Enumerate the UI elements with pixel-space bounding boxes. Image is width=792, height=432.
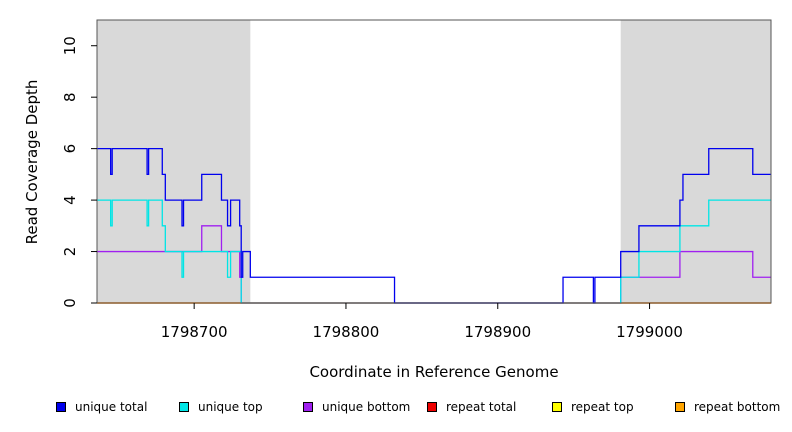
legend-item-repeat-total: repeat total (427, 400, 516, 414)
legend-label-repeat-total: repeat total (446, 400, 517, 414)
y-tick-label: 10 (61, 36, 79, 55)
legend-item-repeat-top: repeat top (552, 400, 634, 414)
y-tick-label: 8 (61, 92, 79, 102)
legend-swatch-repeat-total (427, 402, 437, 412)
x-tick-label: 1798800 (313, 323, 380, 341)
plot-frame (96, 19, 772, 304)
legend-label-repeat-bottom: repeat bottom (694, 400, 781, 414)
legend-label-unique-total: unique total (75, 400, 148, 414)
legend-label-unique-bottom: unique bottom (322, 400, 411, 414)
legend-swatch-repeat-top (552, 402, 562, 412)
series-line-unique-top (97, 199, 771, 304)
coverage-chart: 1798700 1798800 1798900 1799000 0 2 4 6 8 10 Coo… (23, 19, 772, 381)
y-axis: 0 2 4 6 8 10 (61, 36, 97, 308)
shaded-regions (97, 20, 771, 303)
legend: unique total unique top unique bottom re… (0, 400, 792, 420)
legend-label-unique-top: unique top (198, 400, 263, 414)
legend-item-unique-total: unique total (56, 400, 147, 414)
x-axis-title: Coordinate in Reference Genome (309, 363, 558, 381)
shaded-region-1 (97, 20, 251, 303)
legend-swatch-unique-bottom (303, 402, 313, 412)
x-axis: 1798700 1798800 1798900 1799000 (161, 303, 683, 341)
x-tick-label: 1798700 (161, 323, 228, 341)
x-tick-label: 1799000 (616, 323, 683, 341)
x-tick-label: 1798900 (464, 323, 531, 341)
y-tick-label: 0 (61, 298, 79, 308)
legend-swatch-unique-total (56, 402, 66, 412)
legend-label-repeat-top: repeat top (571, 400, 634, 414)
legend-item-unique-bottom: unique bottom (303, 400, 410, 414)
series-line-unique-total (97, 147, 771, 304)
y-tick-label: 2 (61, 247, 79, 257)
y-axis-title: Read Coverage Depth (23, 80, 41, 245)
legend-swatch-repeat-bottom (675, 402, 685, 412)
shaded-region-2 (620, 20, 771, 303)
y-tick-label: 4 (61, 195, 79, 205)
legend-item-unique-top: unique top (179, 400, 263, 414)
legend-swatch-unique-top (179, 402, 189, 412)
legend-item-repeat-bottom: repeat bottom (675, 400, 780, 414)
y-tick-label: 6 (61, 144, 79, 154)
